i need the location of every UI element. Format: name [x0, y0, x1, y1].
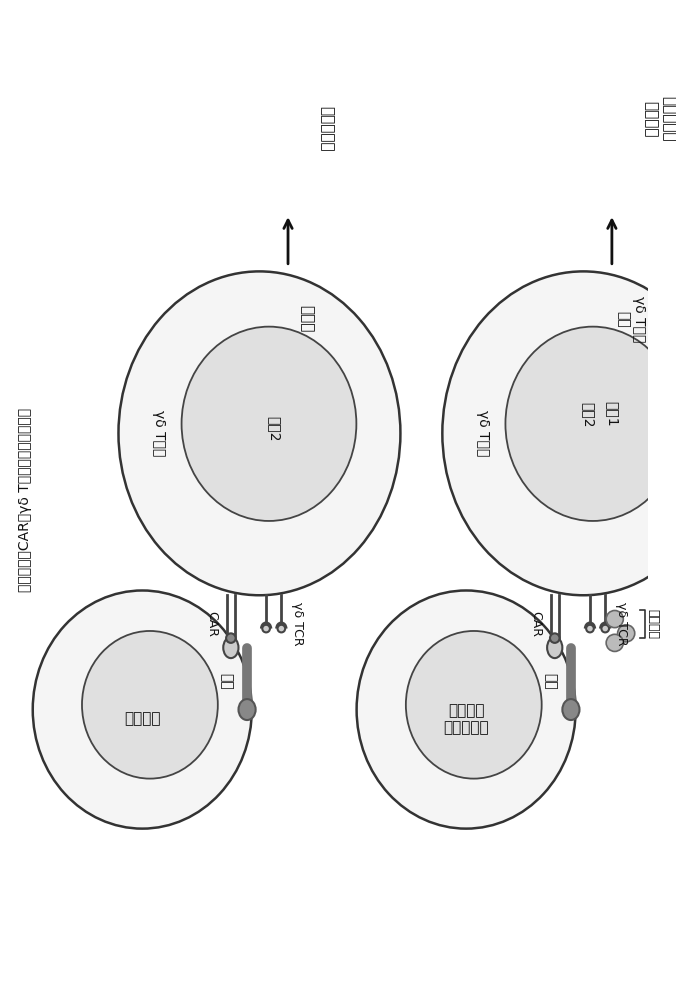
- Ellipse shape: [442, 271, 676, 595]
- Ellipse shape: [223, 637, 239, 658]
- Text: 信号2: 信号2: [267, 416, 281, 441]
- Circle shape: [262, 625, 270, 632]
- Ellipse shape: [506, 327, 676, 521]
- Text: γδ T细胞
活化: γδ T细胞 活化: [616, 296, 646, 342]
- Text: 信号2: 信号2: [581, 402, 595, 427]
- Circle shape: [226, 633, 236, 643]
- Ellipse shape: [406, 631, 541, 779]
- Text: 抗原: 抗原: [219, 673, 233, 689]
- Ellipse shape: [562, 699, 579, 720]
- Ellipse shape: [182, 327, 356, 521]
- Text: 癌细胞或
感染的细胞: 癌细胞或 感染的细胞: [443, 703, 489, 735]
- Circle shape: [606, 634, 623, 651]
- Text: 抗原: 抗原: [543, 673, 557, 689]
- Ellipse shape: [82, 631, 218, 779]
- Ellipse shape: [547, 637, 562, 658]
- Text: CAR: CAR: [529, 611, 542, 637]
- Text: 细胞个号的
细胞毒性: 细胞个号的 细胞毒性: [644, 96, 676, 142]
- Circle shape: [278, 625, 285, 632]
- Text: γδ T细胞: γδ T细胞: [477, 410, 490, 457]
- Text: γδ TCR: γδ TCR: [291, 602, 304, 646]
- Text: 无细胞毒性: 无细胞毒性: [318, 106, 334, 151]
- Circle shape: [606, 610, 623, 628]
- Circle shape: [586, 625, 594, 632]
- Circle shape: [550, 633, 560, 643]
- Text: CAR: CAR: [206, 611, 218, 637]
- Ellipse shape: [32, 590, 252, 829]
- Text: 信号1: 信号1: [605, 401, 619, 427]
- Ellipse shape: [357, 590, 576, 829]
- Text: 健康细胞: 健康细胞: [124, 712, 160, 727]
- Ellipse shape: [118, 271, 400, 595]
- Text: γδ T细胞: γδ T细胞: [152, 410, 166, 457]
- Circle shape: [602, 625, 609, 632]
- Text: 无活化: 无活化: [299, 305, 314, 333]
- Circle shape: [618, 625, 635, 642]
- Text: 磷酸抗原: 磷酸抗原: [646, 609, 659, 639]
- Text: 表达共刺激CAR的γδ T细胞的细胞毒性机制: 表达共刺激CAR的γδ T细胞的细胞毒性机制: [18, 408, 32, 592]
- Text: γδ TCR: γδ TCR: [615, 602, 628, 646]
- Ellipse shape: [239, 699, 256, 720]
